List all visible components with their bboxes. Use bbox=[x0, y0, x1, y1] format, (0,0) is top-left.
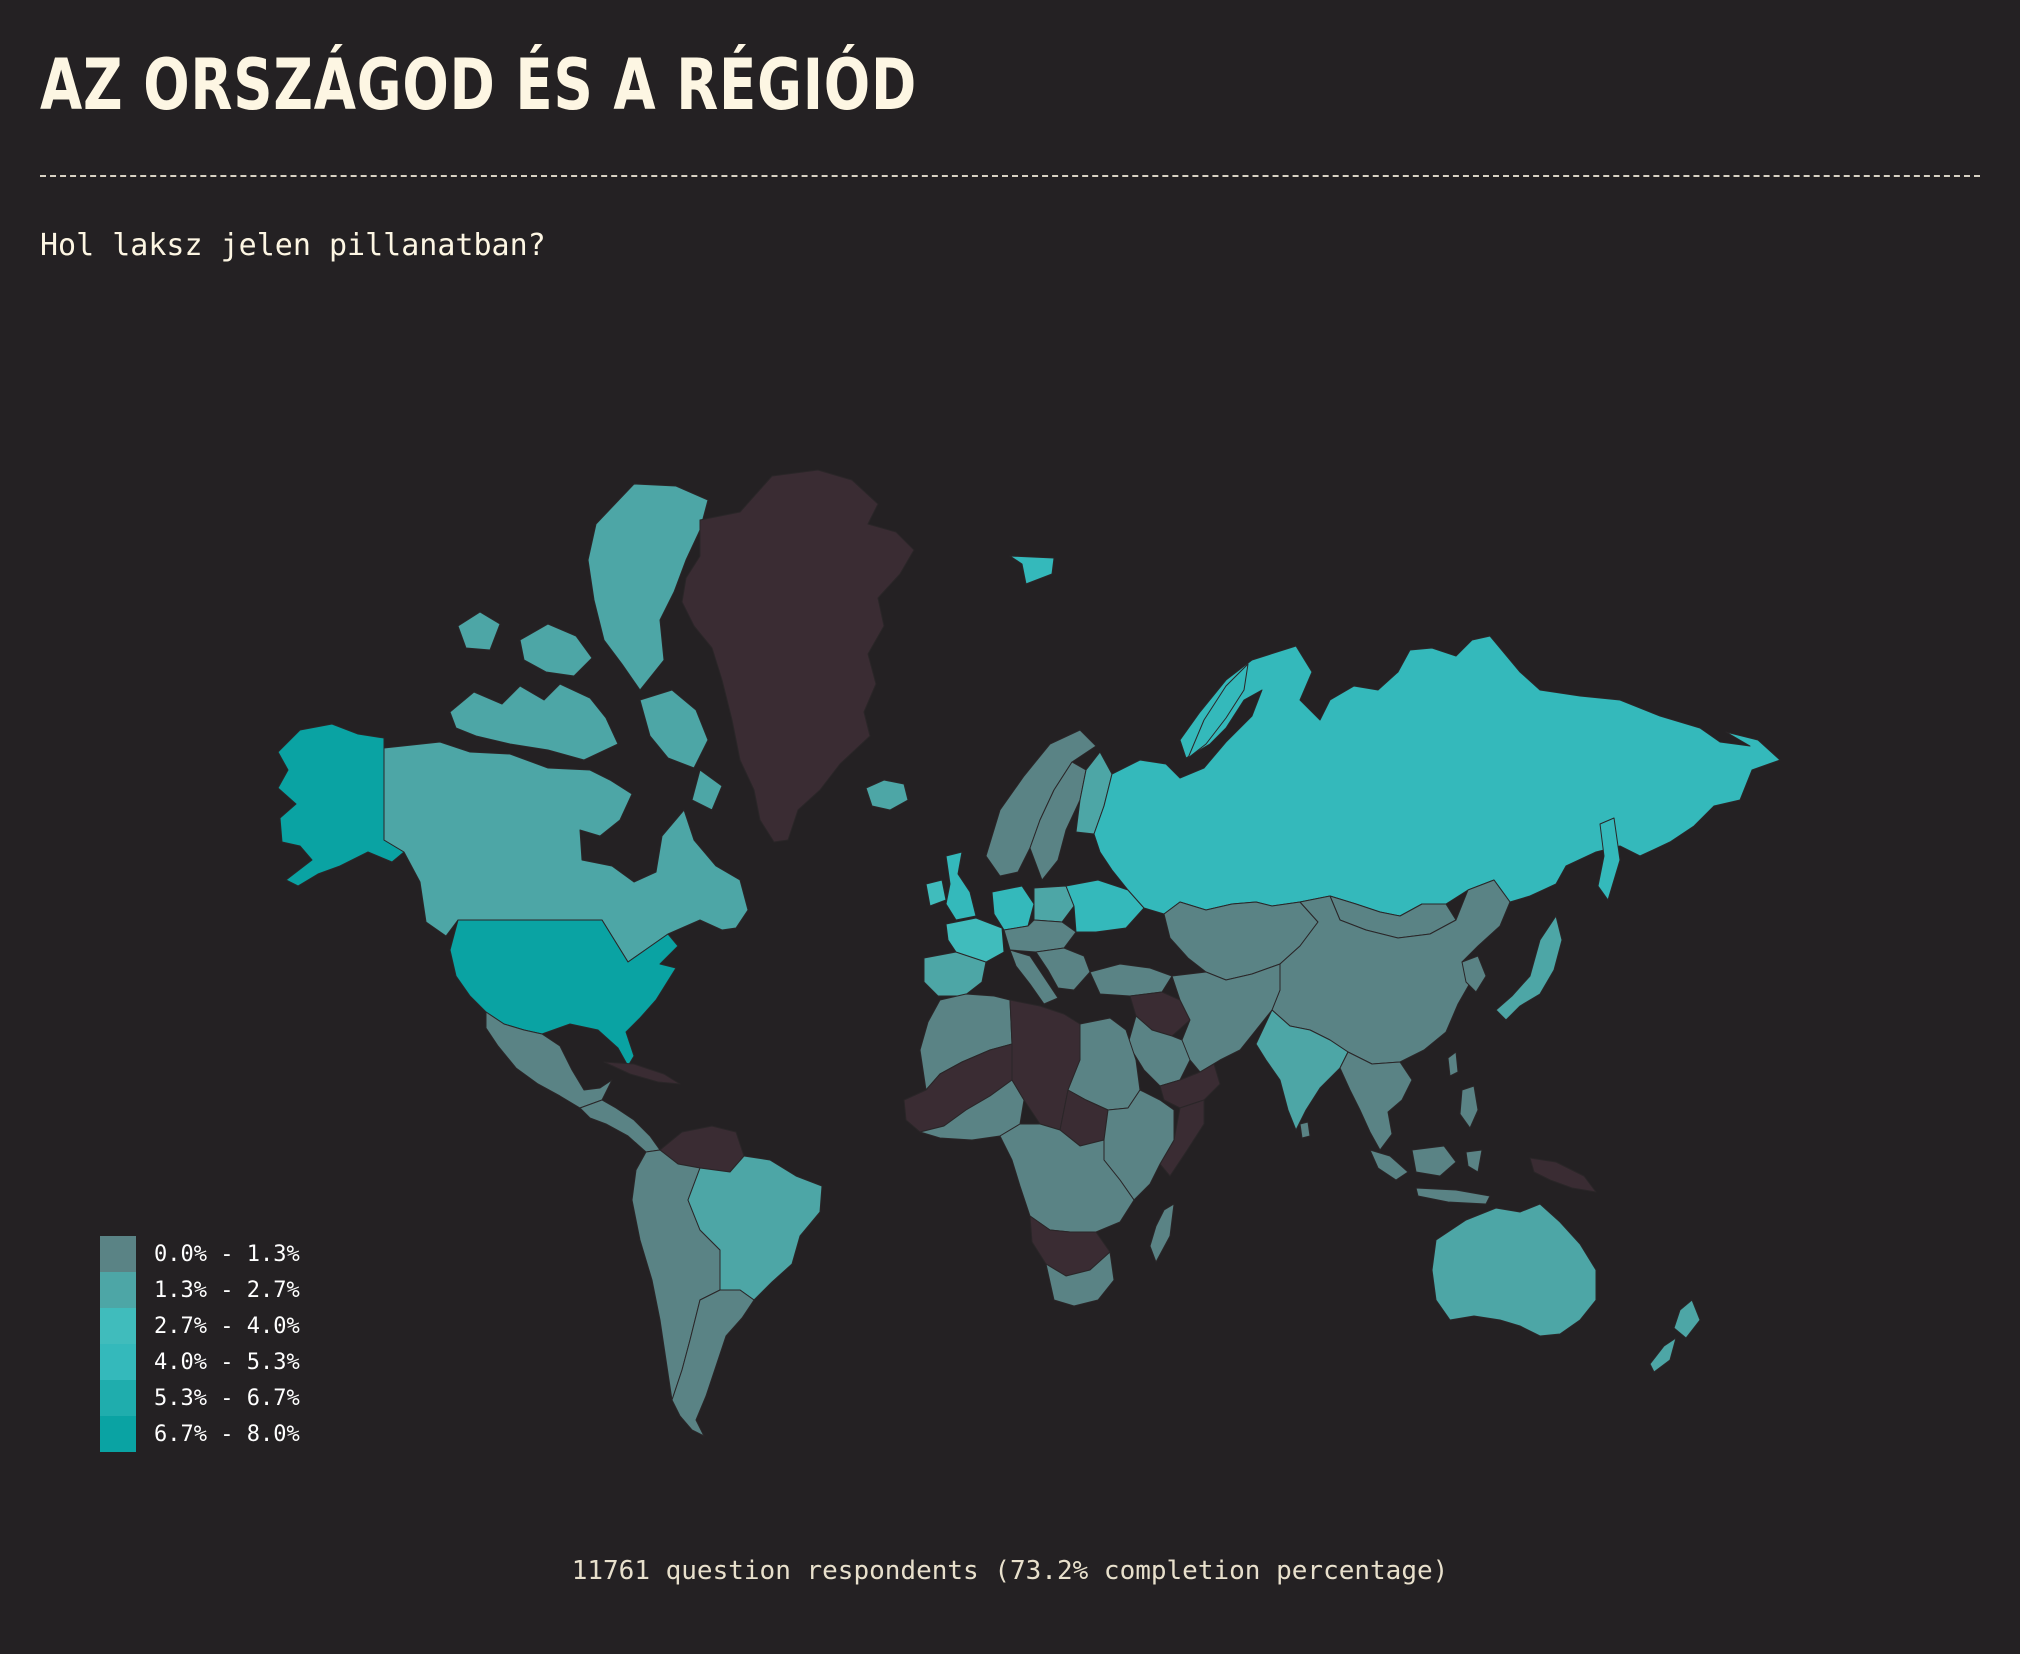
region-ukraine bbox=[1065, 879, 1145, 933]
region-uk bbox=[945, 851, 977, 921]
legend-label: 6.7% - 8.0% bbox=[154, 1421, 300, 1447]
region-sri-lanka bbox=[1299, 1121, 1311, 1139]
region-india bbox=[1255, 1009, 1349, 1131]
region-sakhalin bbox=[1597, 817, 1621, 901]
region-svalbard bbox=[1009, 555, 1055, 585]
title-divider bbox=[40, 175, 1980, 177]
region-yemen-oman bbox=[1159, 1063, 1221, 1109]
region-canada bbox=[383, 741, 749, 963]
region-australia bbox=[1431, 1203, 1597, 1337]
legend-item: 6.7% - 8.0% bbox=[100, 1416, 300, 1452]
region-balkans bbox=[1035, 947, 1091, 991]
legend-swatch bbox=[100, 1272, 136, 1308]
map-legend: 0.0% - 1.3% 1.3% - 2.7% 2.7% - 4.0% 4.0%… bbox=[100, 1236, 300, 1452]
region-usa bbox=[449, 919, 679, 1067]
region-papua-new-guinea bbox=[1529, 1157, 1597, 1193]
region-russia bbox=[1093, 635, 1781, 917]
region-greenland bbox=[681, 469, 915, 843]
legend-label: 2.7% - 4.0% bbox=[154, 1313, 300, 1339]
page-title: AZ ORSZÁGOD ÉS A RÉGIÓD bbox=[40, 44, 918, 126]
legend-label: 1.3% - 2.7% bbox=[154, 1277, 300, 1303]
region-ireland bbox=[925, 879, 947, 907]
region-poland bbox=[1033, 885, 1075, 923]
region-cuba bbox=[603, 1061, 681, 1085]
region-central-america bbox=[579, 1099, 661, 1153]
legend-label: 4.0% - 5.3% bbox=[154, 1349, 300, 1375]
legend-item: 1.3% - 2.7% bbox=[100, 1272, 300, 1308]
region-south-africa bbox=[1045, 1251, 1115, 1307]
legend-label: 0.0% - 1.3% bbox=[154, 1241, 300, 1267]
region-arctic-islands bbox=[449, 483, 723, 811]
region-philippines bbox=[1459, 1085, 1479, 1129]
region-southeast-asia bbox=[1339, 1051, 1413, 1151]
question-text: Hol laksz jelen pillanatban? bbox=[40, 228, 546, 263]
legend-item: 4.0% - 5.3% bbox=[100, 1344, 300, 1380]
region-madagascar bbox=[1149, 1203, 1175, 1263]
region-novaya-zemlya bbox=[1187, 663, 1249, 759]
region-turkey bbox=[1089, 963, 1173, 997]
region-iceland bbox=[865, 779, 909, 811]
legend-swatch bbox=[100, 1416, 136, 1452]
legend-item: 2.7% - 4.0% bbox=[100, 1308, 300, 1344]
region-middle-east bbox=[1127, 963, 1281, 1087]
region-argentina bbox=[671, 1289, 755, 1437]
region-italy bbox=[1009, 949, 1059, 1005]
region-japan bbox=[1495, 915, 1563, 1021]
region-france bbox=[945, 917, 1005, 963]
legend-swatch bbox=[100, 1236, 136, 1272]
respondents-footer: 11761 question respondents (73.2% comple… bbox=[571, 1556, 1449, 1586]
region-mexico bbox=[485, 1011, 613, 1109]
region-indonesia bbox=[1369, 1145, 1491, 1205]
region-taiwan bbox=[1447, 1051, 1459, 1077]
region-korea bbox=[1461, 955, 1487, 993]
region-brazil bbox=[687, 1155, 823, 1301]
legend-item: 5.3% - 6.7% bbox=[100, 1380, 300, 1416]
legend-item: 0.0% - 1.3% bbox=[100, 1236, 300, 1272]
legend-swatch bbox=[100, 1380, 136, 1416]
region-germany bbox=[991, 885, 1035, 931]
region-new-zealand bbox=[1649, 1299, 1701, 1373]
region-congo-angola bbox=[999, 1123, 1135, 1233]
legend-swatch bbox=[100, 1308, 136, 1344]
legend-swatch bbox=[100, 1344, 136, 1380]
legend-label: 5.3% - 6.7% bbox=[154, 1385, 300, 1411]
